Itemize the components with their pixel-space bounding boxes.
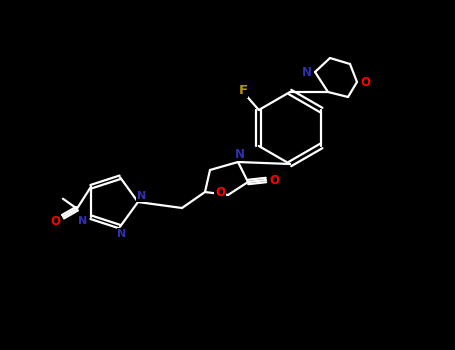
Text: N: N [137,191,147,201]
Text: N: N [78,216,88,226]
Text: O: O [50,215,60,228]
Text: O: O [269,174,279,187]
Text: O: O [215,187,225,199]
Text: N: N [302,65,312,78]
Text: N: N [235,147,245,161]
Text: O: O [360,76,370,89]
Text: N: N [117,229,126,239]
Text: F: F [238,84,248,97]
